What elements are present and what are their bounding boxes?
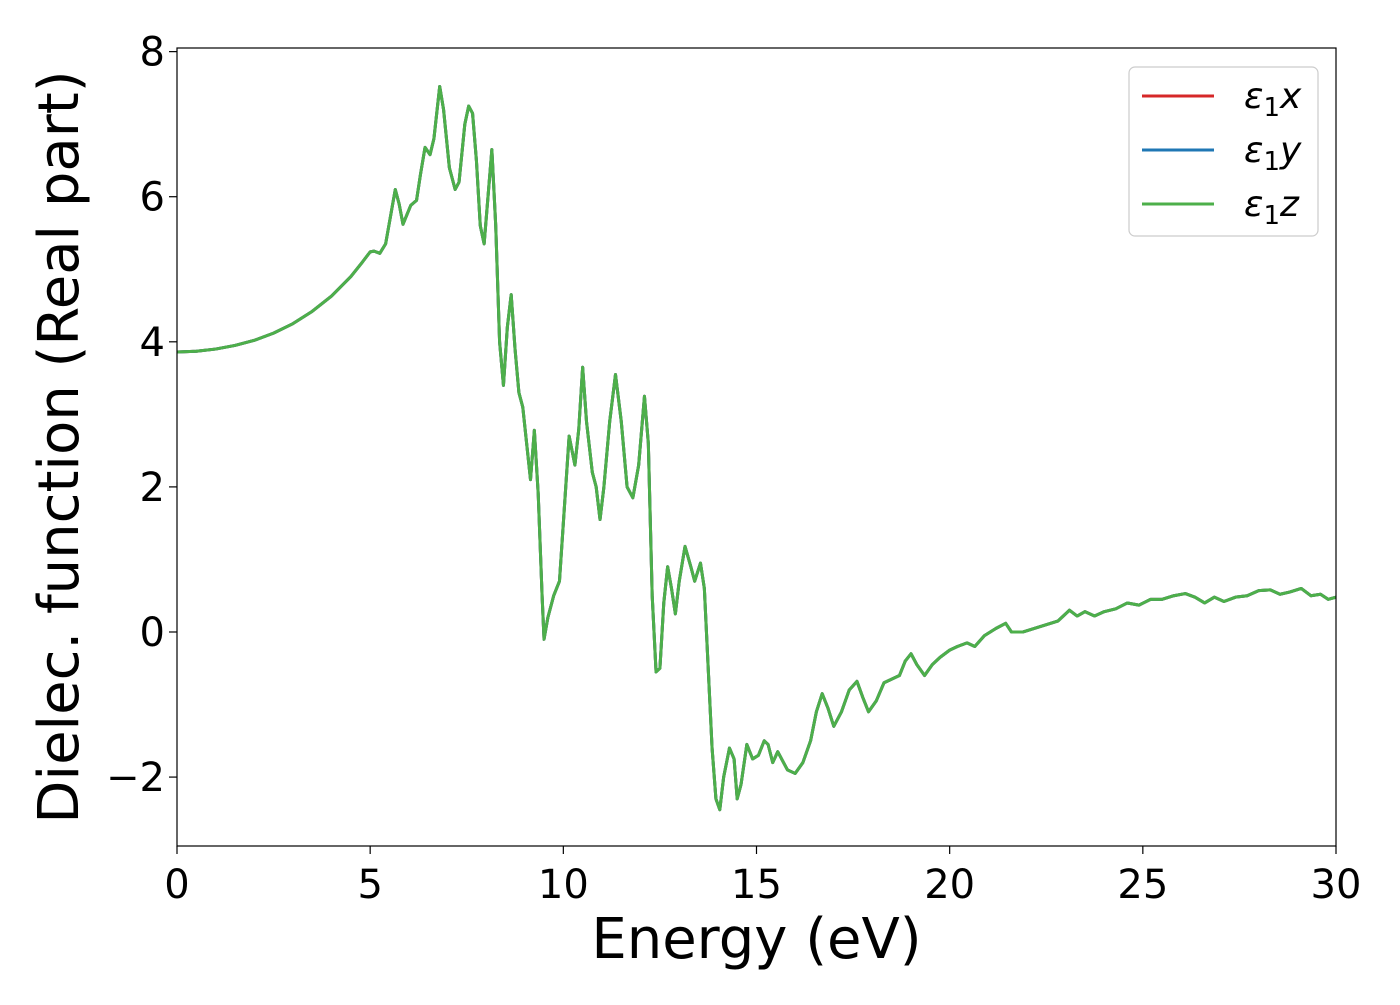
x-tick-label: 0: [164, 862, 189, 908]
x-tick-label: 15: [731, 862, 782, 908]
y-tick-label: 0: [140, 610, 165, 656]
y-tick-label: 8: [140, 30, 165, 76]
series-line-z: [177, 84, 1336, 812]
plot-lines: [177, 84, 1336, 812]
x-tick-label: 20: [924, 862, 975, 908]
x-tick-label: 10: [538, 862, 589, 908]
y-tick-label: −2: [106, 755, 165, 801]
legend-label-y: ε1y: [1244, 130, 1302, 177]
y-tick-label: 2: [140, 465, 165, 511]
y-tick-label: 4: [140, 320, 165, 366]
legend-label-x: ε1x: [1244, 76, 1302, 123]
y-tick-label: 6: [140, 175, 165, 221]
x-tick-label: 5: [357, 862, 382, 908]
x-tick-label: 25: [1117, 862, 1168, 908]
x-axis-ticks: 0 5 10 15 20 25 30: [164, 846, 1361, 908]
legend-label-z: ε1z: [1244, 184, 1300, 231]
x-axis-label: Energy (eV): [591, 907, 921, 972]
x-tick-label: 30: [1311, 862, 1362, 908]
legend-box: [1128, 66, 1319, 237]
y-axis-ticks: −2 0 2 4 6 8: [106, 30, 177, 801]
y-axis-label: Dielec. function (Real part): [27, 70, 92, 823]
legend: ε1x ε1y ε1z: [1128, 66, 1319, 237]
